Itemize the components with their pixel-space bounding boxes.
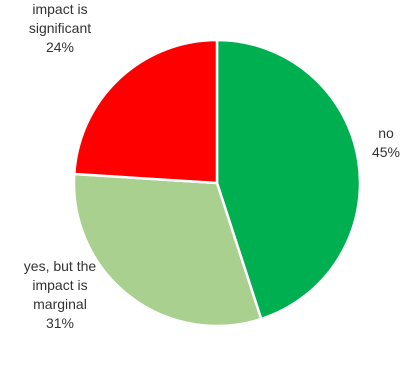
pie-label-percent: 31% xyxy=(46,315,74,331)
pie-slice-1 xyxy=(72,172,263,328)
pie-label-text: marginal xyxy=(33,296,87,312)
pie-label-text: no xyxy=(378,125,394,141)
pie-label-text: impact is xyxy=(32,277,87,293)
pie-slices xyxy=(72,38,362,328)
pie-label-0: no 45% xyxy=(372,125,400,160)
pie-label-text: impact is xyxy=(32,1,87,17)
pie-slice-2 xyxy=(73,38,219,185)
pie-label-text: significant xyxy=(29,20,91,36)
pie-label-percent: 24% xyxy=(46,39,74,55)
pie-labels: no 45% yes, but the impact is marginal 31%yes… xyxy=(24,1,400,331)
pie-slice-0 xyxy=(215,38,362,321)
pie-label-1: yes, but the impact is marginal 31% xyxy=(24,258,97,331)
pie-label-text: yes, but the xyxy=(24,258,97,274)
pie-label-percent: 45% xyxy=(372,144,400,160)
